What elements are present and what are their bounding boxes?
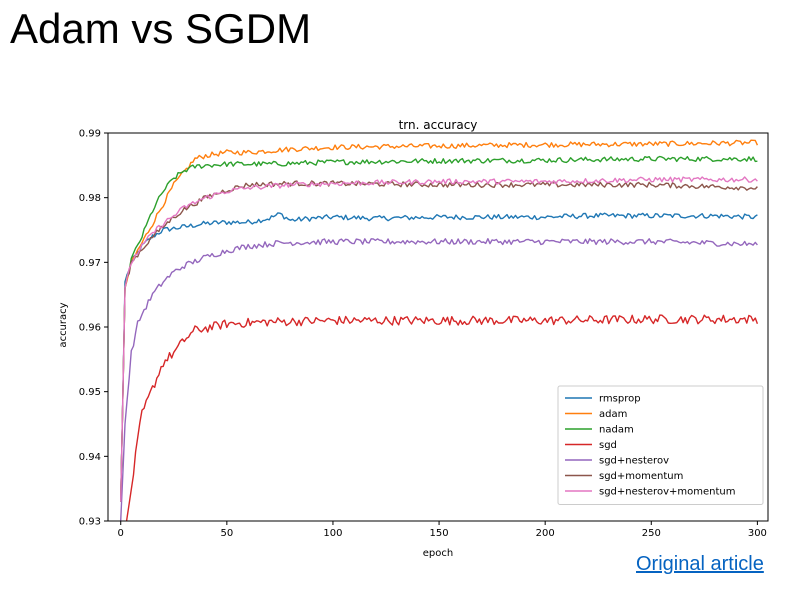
y-tick-label: 0.98 [79,193,101,204]
series-line-sgd-nesterov-momentum [120,176,758,502]
slide-title: Adam vs SGDM [10,5,312,52]
y-tick-label: 0.99 [79,129,101,140]
y-tick-label: 0.94 [79,452,101,463]
legend-label: adam [599,409,627,420]
x-tick-label: 0 [118,528,124,539]
series-line-rmsprop [120,212,758,502]
x-tick-label: 300 [748,528,767,539]
plot-area: 0 50 100 150 200 250 300 0.93 0.94 0.95 0.96 0.97 0.… [79,129,769,539]
y-tick-label: 0.93 [79,517,101,528]
legend-label: sgd+nesterov+momentum [599,487,735,498]
series-line-nadam [120,155,758,502]
y-tick-label: 0.97 [79,258,101,269]
x-tick-label: 250 [642,528,661,539]
x-tick-label: 100 [323,528,342,539]
legend-label: sgd+momentum [599,471,683,482]
y-axis-label: accuracy [58,302,69,347]
chart-title: trn. accuracy [399,118,478,132]
legend-label: nadam [599,425,634,436]
series-line-sgd-nesterov [120,238,758,521]
legend-label: rmsprop [599,394,641,405]
legend-label: sgd [599,440,617,451]
x-tick-label: 200 [536,528,555,539]
y-tick-label: 0.95 [79,387,101,398]
x-tick-label: 150 [430,528,449,539]
original-article-link[interactable]: Original article [636,553,764,575]
series-line-adam [120,139,759,502]
y-tick-label: 0.96 [79,323,101,334]
legend: rmsprop adam nadam sgd sgd+nesterov sgd+momen… [557,385,764,505]
series-lines [120,139,759,521]
x-tick-label: 50 [220,528,233,539]
x-axis-label: epoch [423,548,453,559]
series-line-sgd [125,314,759,521]
legend-label: sgd+nesterov [599,456,669,467]
legend-box [557,385,764,505]
